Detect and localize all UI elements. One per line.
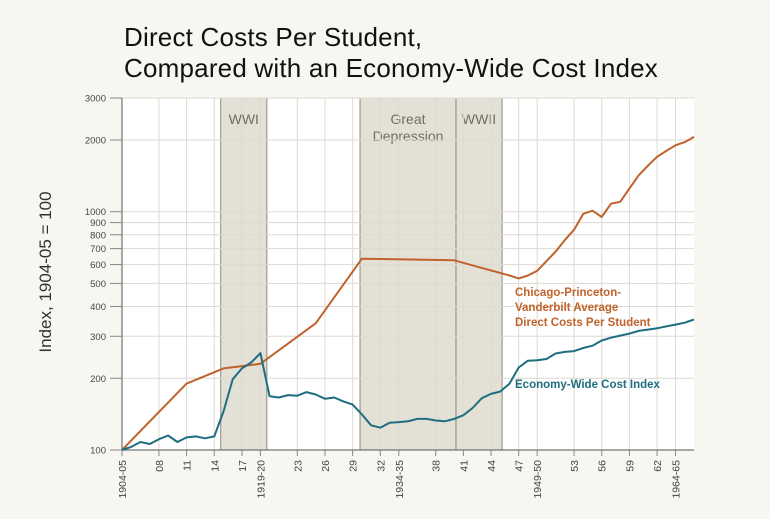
x-tick-label: 32 — [375, 460, 387, 472]
x-tick-label: 1904-05 — [117, 460, 129, 499]
series-line-direct-costs — [121, 136, 695, 451]
chart-title-line-1: Direct Costs Per Student, — [124, 22, 423, 52]
x-tick-label: 62 — [652, 460, 664, 472]
y-tick-label: 700 — [90, 244, 106, 255]
y-tick-label: 2000 — [85, 135, 106, 146]
x-tick-label: 47 — [514, 460, 526, 472]
chart-title-line-2: Compared with an Economy-Wide Cost Index — [124, 53, 659, 83]
gridlines — [121, 97, 694, 451]
x-tick-label: 44 — [486, 460, 498, 472]
shaded-period — [360, 98, 456, 450]
x-tick-label: 56 — [597, 460, 609, 472]
y-tick-label: 500 — [90, 279, 106, 290]
y-tick-label: 1000 — [85, 207, 106, 218]
period-label: WWII — [462, 111, 496, 127]
period-label: WWI — [229, 111, 259, 127]
x-tick-label: 1949-50 — [532, 460, 544, 499]
y-tick-label: 900 — [90, 218, 106, 229]
x-tick-label: 11 — [182, 460, 194, 471]
y-tick-label: 600 — [90, 260, 106, 271]
x-tick-label: 1919-20 — [255, 460, 267, 499]
y-tick-label: 200 — [90, 374, 106, 385]
x-tick-label: 59 — [624, 460, 636, 472]
x-tick-label: 14 — [209, 460, 221, 472]
x-tick-label: 29 — [348, 460, 360, 472]
x-tick-label: 1964-65 — [671, 460, 683, 499]
series-lines — [121, 136, 695, 451]
x-tick-label: 53 — [569, 460, 581, 472]
x-tick-label: 08 — [154, 460, 166, 472]
x-tick-label: 17 — [237, 460, 249, 472]
annotations: Chicago-Princeton-Vanderbilt Average Dire… — [515, 287, 661, 391]
y-tick-label: 100 — [90, 446, 106, 457]
series-label-direct-costs: Chicago-Princeton-Vanderbilt Average Dire… — [515, 287, 651, 329]
series-label-cost-index: Economy-Wide Cost Index — [515, 379, 661, 391]
y-tick-label: 3000 — [85, 94, 106, 105]
y-tick-label: 800 — [90, 230, 106, 241]
x-tick-label: 38 — [431, 460, 443, 472]
x-tick-label: 23 — [292, 460, 304, 472]
series-line-cost-index — [121, 318, 695, 451]
x-tick-label: 26 — [320, 460, 332, 472]
y-tick-label: 400 — [90, 302, 106, 313]
y-tick-label: 300 — [90, 332, 106, 343]
x-tick-label: 41 — [458, 460, 470, 472]
x-tick-label: 1934-35 — [394, 460, 406, 499]
